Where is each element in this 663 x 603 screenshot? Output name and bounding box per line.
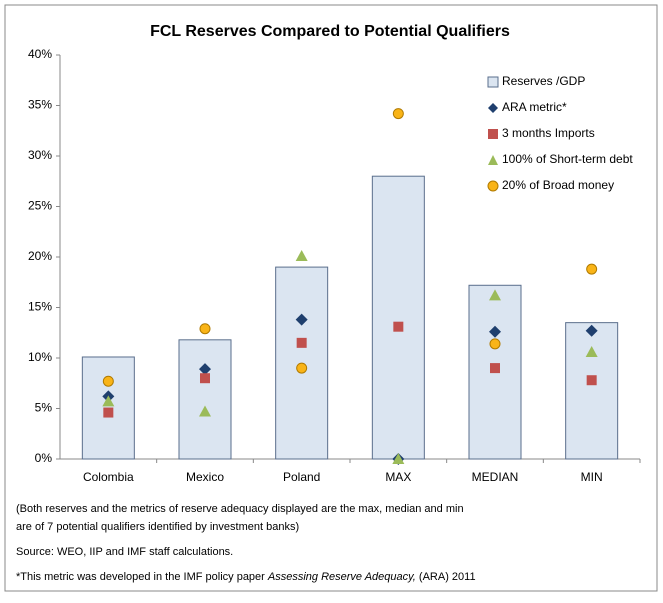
legend-swatch [488,129,498,139]
y-tick-label: 5% [35,401,53,415]
diamond-marker [295,313,308,326]
square-marker [103,407,114,418]
bar [565,322,619,460]
triangle-marker [102,395,115,407]
legend-swatch [487,76,499,88]
y-tick-label: 30% [28,148,52,162]
bar [371,175,425,460]
legend-label: 3 months Imports [502,126,595,140]
legend-swatch [488,155,498,165]
note: Source: WEO, IIP and IMF staff calculati… [16,546,233,558]
y-tick-label: 10% [28,350,52,364]
y-tick-label: 0% [35,451,53,465]
y-tick-label: 35% [28,98,52,112]
triangle-marker [199,405,211,417]
circle-marker [489,338,501,350]
footnote-part: Assessing Reserve Adequacy, [267,571,416,583]
chart-title: FCL Reserves Compared to Potential Quali… [150,23,510,40]
square-marker [586,375,597,386]
circle-marker [586,263,598,275]
y-tick-label: 40% [28,47,52,61]
circle-marker [392,108,404,120]
bar [178,339,232,460]
triangle-marker [489,289,501,301]
diamond-marker [489,325,501,338]
y-tick-label: 25% [28,199,52,213]
circle-marker [102,375,114,387]
legend-label: 100% of Short-term debt [502,152,633,166]
circle-marker [199,323,211,335]
frame [4,4,658,592]
legend-swatch [487,180,499,192]
x-tick-label: Poland [283,470,320,484]
circle-marker [296,362,308,374]
x-tick-label: Mexico [186,470,224,484]
footnote-part: (ARA) 2011 [416,571,476,583]
legend-swatch [488,103,498,113]
footnote-part: *This metric was developed in the IMF po… [16,571,268,583]
x-tick-label: MAX [385,470,411,484]
square-marker [490,363,500,374]
square-marker [296,337,307,348]
triangle-marker [392,453,405,464]
y-tick-label: 20% [28,249,52,263]
legend-label: Reserves /GDP [502,74,585,88]
legend-label: 20% of Broad money [502,178,614,192]
triangle-marker [295,249,308,261]
y-tick-label: 15% [28,300,52,314]
x-tick-label: MEDIAN [472,470,519,484]
note: are of 7 potential qualifiers identified… [16,521,299,533]
x-tick-label: MIN [581,470,603,484]
diamond-marker [199,363,211,376]
footnote: *This metric was developed in the IMF po… [16,571,476,583]
legend-label: ARA metric* [502,100,567,114]
x-tick-label: Colombia [83,470,134,484]
note: (Both reserves and the metrics of reserv… [16,503,464,515]
square-marker [200,373,210,384]
square-marker [393,321,404,332]
diamond-marker [585,324,598,337]
triangle-marker [585,345,598,357]
